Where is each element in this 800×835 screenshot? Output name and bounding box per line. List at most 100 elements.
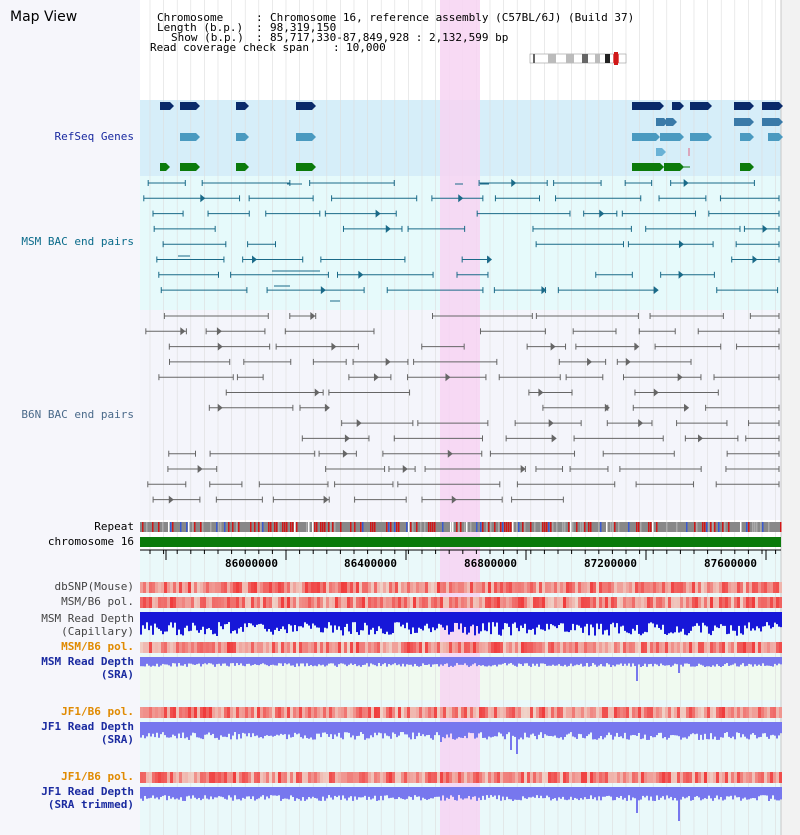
polymorphism-cell: [164, 597, 167, 608]
polymorphism-cell: [200, 597, 203, 608]
track-label-jf1-depth-trimmed[interactable]: JF1 Read Depth: [41, 785, 134, 798]
read-depth-bar: [760, 787, 762, 796]
read-depth-bar: [208, 657, 210, 664]
polymorphism-cell: [617, 772, 620, 783]
polymorphism-cell: [710, 707, 713, 718]
track-label-msm-bac[interactable]: MSM BAC end pairs: [21, 235, 134, 248]
read-depth-bar: [332, 612, 334, 633]
read-depth-bar: [712, 612, 714, 631]
track-label-msm-b6-pol-1[interactable]: MSM/B6 pol.: [61, 595, 134, 608]
read-depth-bar: [246, 612, 248, 628]
polymorphism-cell: [260, 582, 263, 593]
track-label-chromosome[interactable]: chromosome 16: [47, 535, 134, 548]
read-depth-bar: [438, 787, 440, 797]
repeat-element: [186, 522, 188, 532]
track-label-b6n-bac[interactable]: B6N BAC end pairs: [21, 408, 134, 421]
polymorphism-cell: [287, 772, 290, 783]
polymorphism-cell: [542, 582, 545, 593]
read-depth-bar: [592, 657, 594, 664]
refseq-gene-arrow: [245, 133, 249, 141]
ideogram-band: [595, 54, 600, 63]
polymorphism-cell: [470, 772, 473, 783]
read-depth-bar: [756, 612, 758, 627]
read-depth-bar: [554, 657, 556, 666]
read-depth-bar: [368, 722, 370, 739]
read-depth-bar: [498, 612, 500, 635]
polymorphism-cell: [245, 707, 248, 718]
repeat-element: [388, 522, 390, 532]
refseq-gene-arrow: [750, 163, 754, 171]
polymorphism-cell: [587, 642, 590, 653]
read-depth-bar: [502, 722, 504, 737]
read-depth-bar: [396, 657, 398, 666]
polymorphism-cell: [719, 582, 722, 593]
read-depth-bar: [464, 657, 466, 664]
read-depth-bar: [702, 612, 704, 623]
read-depth-bar: [732, 787, 734, 800]
repeat-element: [442, 522, 444, 532]
read-depth-bar: [366, 787, 368, 800]
repeat-element: [270, 522, 272, 532]
b6n-bac-pair-arrow: [402, 465, 408, 473]
polymorphism-cell: [494, 707, 497, 718]
read-depth-bar: [770, 787, 772, 799]
read-depth-bar: [414, 612, 416, 633]
polymorphism-cell: [296, 772, 299, 783]
polymorphism-cell: [170, 707, 173, 718]
polymorphism-cell: [254, 597, 257, 608]
refseq-gene-arrow: [750, 133, 754, 141]
read-depth-bar: [160, 657, 162, 666]
read-depth-bar: [408, 612, 410, 630]
polymorphism-cell: [683, 597, 686, 608]
polymorphism-cell: [296, 642, 299, 653]
track-label-refseq[interactable]: RefSeq Genes: [54, 130, 134, 143]
polymorphism-cell: [206, 772, 209, 783]
read-depth-bar: [600, 612, 602, 624]
read-depth-bar: [412, 722, 414, 733]
track-label-jf1-depth-sra[interactable]: JF1 Read Depth: [41, 720, 134, 733]
polymorphism-cell: [764, 642, 767, 653]
polymorphism-cell: [629, 772, 632, 783]
polymorphism-cell: [692, 707, 695, 718]
read-depth-bar: [148, 612, 150, 631]
repeat-element: [406, 522, 408, 532]
read-depth-bar: [618, 657, 620, 665]
read-depth-bar: [386, 612, 388, 632]
read-depth-bar: [362, 612, 364, 631]
polymorphism-cell: [290, 772, 293, 783]
read-depth-bar: [484, 612, 486, 631]
polymorphism-cell: [503, 642, 506, 653]
read-depth-bar: [508, 722, 510, 733]
read-depth-bar: [234, 612, 236, 631]
read-depth-bar: [592, 612, 594, 628]
track-label-dbsnp[interactable]: dbSNP(Mouse): [54, 580, 134, 593]
track-label-repeat[interactable]: Repeat: [94, 520, 134, 533]
polymorphism-cell: [617, 707, 620, 718]
track-label-msm-depth-capillary[interactable]: MSM Read Depth: [41, 612, 134, 625]
repeat-element: [552, 522, 554, 532]
read-depth-bar: [306, 657, 308, 664]
polymorphism-cell: [569, 772, 572, 783]
refseq-gene-arrow: [196, 133, 200, 141]
read-depth-bar: [572, 657, 574, 667]
read-depth-bar: [232, 722, 234, 736]
polymorphism-cell: [518, 642, 521, 653]
polymorphism-cell: [539, 642, 542, 653]
track-label-jf1-b6-pol-1[interactable]: JF1/B6 pol.: [61, 705, 134, 718]
msm-bac-pair-arrow: [541, 286, 547, 295]
read-depth-bar: [414, 657, 416, 664]
repeat-element: [580, 522, 582, 532]
msm-bac-pair-arrow: [599, 209, 605, 218]
read-depth-bar: [262, 657, 264, 664]
read-depth-bar: [364, 787, 366, 796]
polymorphism-cell: [278, 597, 281, 608]
track-label-msm-depth-sra[interactable]: MSM Read Depth: [41, 655, 134, 668]
track-label-msm-b6-pol-2[interactable]: MSM/B6 pol.: [61, 640, 134, 653]
read-depth-bar: [266, 722, 268, 736]
polymorphism-cell: [227, 642, 230, 653]
read-depth-bar: [152, 787, 154, 796]
read-depth-bar: [344, 612, 346, 627]
polymorphism-cell: [671, 642, 674, 653]
track-label-jf1-b6-pol-2[interactable]: JF1/B6 pol.: [61, 770, 134, 783]
